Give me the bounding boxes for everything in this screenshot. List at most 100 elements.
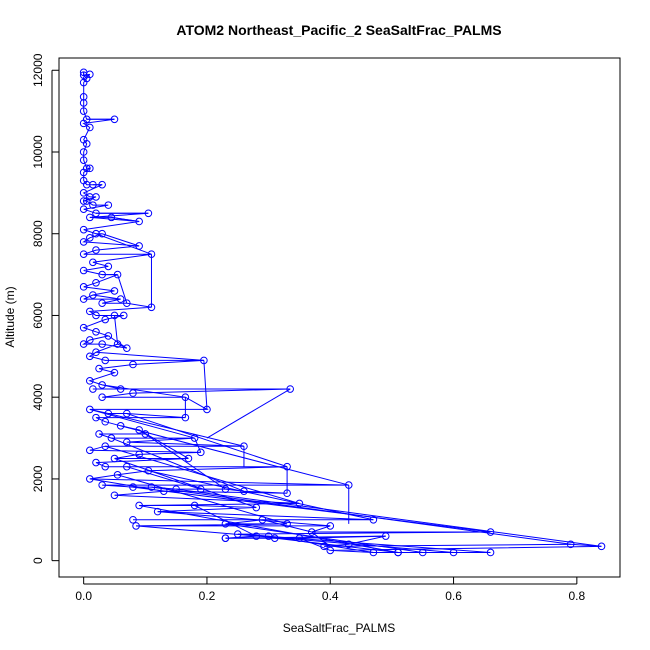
data-point [113,270,122,279]
data-point [79,99,88,107]
data-point [92,458,100,467]
data-point [86,307,94,316]
data-point [89,258,97,267]
data-point [79,148,88,156]
data-point [221,485,230,493]
series-segment [203,360,208,410]
series-segment [120,425,349,486]
data-point [110,287,119,295]
series-segment [111,437,245,492]
data-point [270,534,279,542]
data-point [92,209,100,218]
x-axis: 0.0 0.2 0.4 0.6 0.8 [75,577,586,603]
data-point [129,483,137,491]
series-segment [102,384,186,398]
series-segment [151,486,571,545]
data-point [135,426,143,434]
series-segment [299,537,331,551]
data-point [86,405,94,414]
data-point [101,442,110,451]
data-point [123,344,131,352]
data-point [116,421,125,430]
data-point [307,528,316,536]
data-point [147,483,156,491]
data-point [369,515,378,524]
data-point [160,487,168,495]
data-point [286,385,294,393]
series-segment [138,429,189,459]
series-segment [111,216,140,222]
data-point [89,291,97,299]
data-point [79,238,88,246]
data-point [79,295,88,303]
x-tick-label: 0.0 [75,589,92,603]
data-point [221,520,230,528]
data-point [92,193,100,201]
series-segment [92,294,121,300]
series-segment [105,445,300,504]
data-point [79,107,88,115]
data-point [233,530,242,538]
data-point [104,409,113,418]
y-tick-label: 2000 [31,465,45,492]
data-point [344,540,353,549]
data-point [98,481,106,489]
data-point [98,340,106,348]
data-point [418,548,427,557]
data-point [147,303,156,312]
data-point [283,520,291,528]
y-tick-label: 12000 [31,53,45,87]
series-segment [194,437,202,453]
data-point [101,417,110,426]
data-point [110,311,119,320]
series-points [79,68,606,557]
x-tick-label: 0.2 [199,589,216,603]
data-point [116,385,125,393]
data-point [132,522,140,530]
data-point [92,328,100,336]
data-point [240,442,248,451]
data-point [98,381,106,389]
data-point [79,225,88,234]
data-point [172,485,180,493]
series-segment [89,408,195,439]
data-point [252,532,261,540]
data-point [129,360,137,369]
data-point [141,430,150,438]
y-tick-label: 10000 [31,135,45,169]
data-point [79,205,88,214]
y-axis: 0 2000 4000 6000 8000 10000 12000 [31,53,59,564]
data-point [200,356,208,365]
data-point [449,548,458,557]
data-point [486,528,495,536]
data-point [86,377,94,385]
x-axis-label: SeaSaltFrac_PALMS [283,621,396,635]
data-point [394,548,402,557]
data-point [79,266,88,275]
data-point [110,368,119,377]
data-point [86,213,94,222]
data-point [89,180,97,189]
data-point [344,481,353,489]
data-point [123,299,131,307]
data-point [129,389,137,397]
data-point [110,115,119,124]
data-point [98,270,106,279]
data-point [86,475,94,483]
series-segment [95,351,204,361]
data-point [107,434,116,442]
data-point [86,123,94,132]
data-point [98,180,106,189]
series-segment [176,488,602,547]
data-point [86,336,94,344]
series-segment [101,233,140,247]
data-point [92,246,100,254]
data-point [181,413,190,422]
data-point [98,229,106,238]
data-point [113,340,122,348]
series-segment [132,486,491,533]
data-point [86,70,94,79]
data-point [107,213,116,222]
data-point [101,462,110,471]
data-point [123,438,131,446]
